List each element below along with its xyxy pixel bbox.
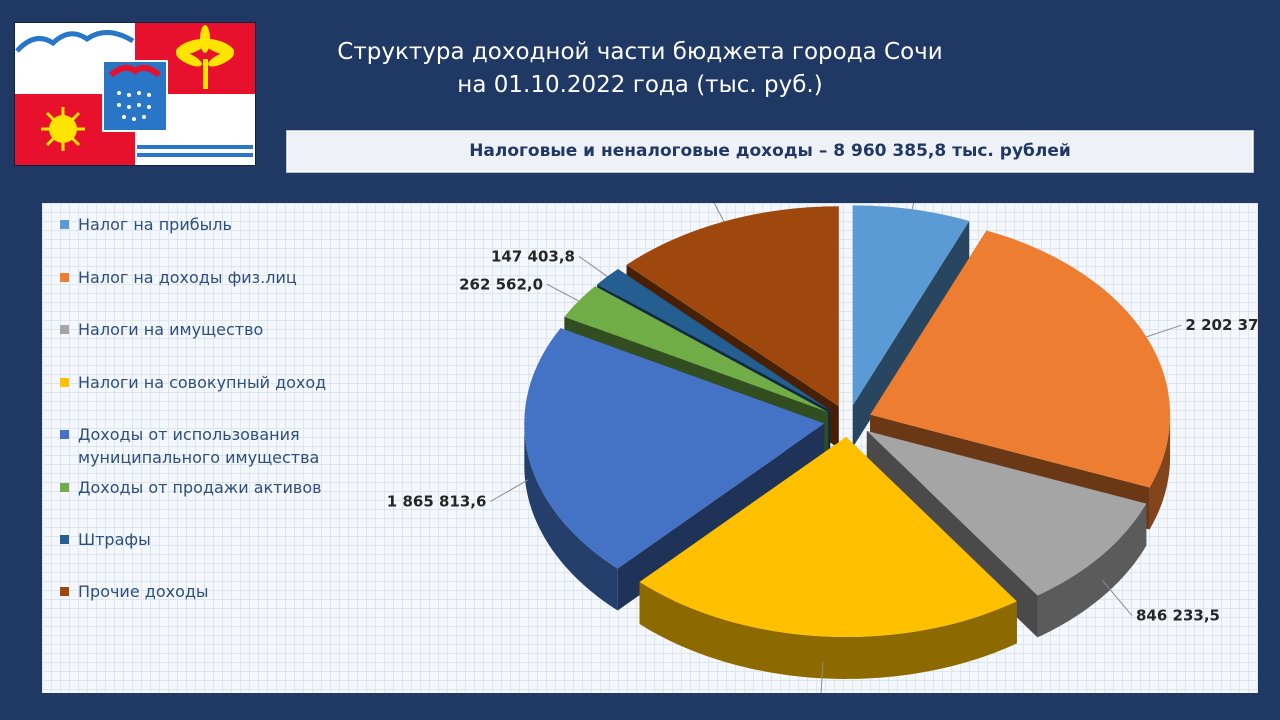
- legend-swatch: [60, 273, 69, 282]
- data-label-leader: [490, 479, 529, 502]
- pie-slice: [639, 436, 1017, 637]
- pie-chart: 568 449,02 202 373,5846 233,51 946 584,2…: [387, 203, 1258, 693]
- pie-slice-rim: [524, 419, 618, 611]
- pie-slice: [564, 286, 829, 413]
- pie-slice-rim: [1037, 503, 1147, 638]
- title-line-2: на 01.10.2022 года (тыс. руб.): [457, 72, 823, 98]
- data-label: 846 233,5: [1136, 607, 1220, 625]
- pie-slice-rim: [1149, 411, 1171, 530]
- pie-slice-rim: [639, 581, 1017, 679]
- data-label-leader: [820, 661, 824, 693]
- legend-label: Налоги на имущество: [78, 320, 264, 339]
- legend-swatch: [60, 587, 69, 596]
- data-label-leader: [1146, 324, 1182, 338]
- legend-swatch: [60, 535, 69, 544]
- data-label: 2 202 373,5: [1185, 316, 1258, 334]
- legend-label: Доходы от продажи активов: [78, 478, 322, 497]
- data-label-leader: [546, 283, 579, 302]
- data-label: 1 865 813,6: [387, 492, 487, 510]
- pie-slice: [597, 268, 831, 411]
- legend-label: Налоги на совокупный доход: [78, 373, 327, 392]
- data-label: 147 403,8: [491, 247, 575, 265]
- pie-slice: [524, 328, 825, 569]
- legend-swatch: [60, 430, 69, 439]
- legend-swatch: [60, 483, 69, 492]
- pie-slice-side: [852, 220, 970, 448]
- legend-swatch: [60, 325, 69, 334]
- sochi-flag-logo: [14, 22, 256, 166]
- legend-label: Налог на доходы физ.лиц: [78, 268, 297, 287]
- pie-slice: [852, 205, 970, 406]
- data-label-leader: [1101, 579, 1133, 616]
- legend-label: Прочие доходы: [78, 582, 209, 601]
- legend-swatch: [60, 378, 69, 387]
- data-label-leader: [911, 203, 915, 210]
- legend-label: Доходы от использования муниципального и…: [78, 425, 320, 467]
- page-title: Структура доходной части бюджета города …: [300, 36, 980, 102]
- data-label-leader: [713, 203, 725, 222]
- chart-panel: Налог на прибыль Налог на доходы физ.лиц…: [42, 203, 1258, 693]
- pie-slice: [866, 430, 1147, 596]
- total-income-banner: Налоговые и неналоговые доходы – 8 960 3…: [286, 130, 1254, 173]
- pie-slice: [870, 230, 1171, 488]
- title-line-1: Структура доходной части бюджета города …: [337, 39, 943, 65]
- data-label: 262 562,0: [459, 275, 543, 293]
- pie-slice: [626, 206, 839, 407]
- data-label-leader: [578, 255, 608, 277]
- legend-label: Налог на прибыль: [78, 215, 232, 234]
- legend-swatch: [60, 220, 69, 229]
- legend-label: Штрафы: [78, 530, 151, 549]
